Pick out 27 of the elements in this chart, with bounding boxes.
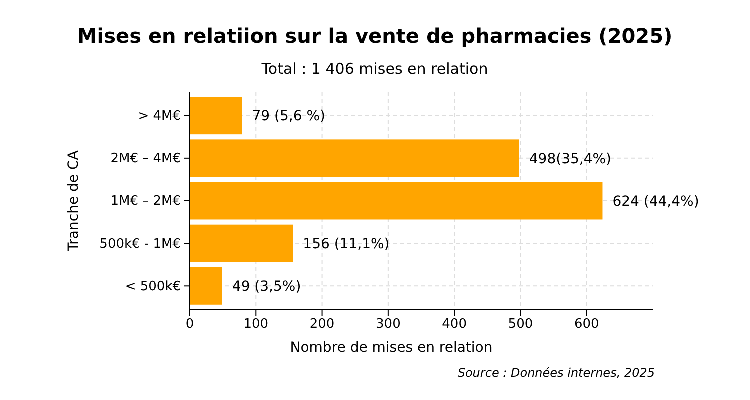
data-label: 49 (3,5%): [232, 279, 302, 296]
bar: [190, 182, 603, 220]
data-label: 498(35,4%): [529, 151, 612, 168]
y-tick-label: 1M€ – 2M€: [110, 194, 181, 210]
source-note: Source : Données internes, 2025: [458, 366, 655, 380]
data-label: 624 (44,4%): [612, 194, 700, 210]
x-tick-label: 600: [574, 317, 600, 332]
x-tick-label: 0: [186, 317, 194, 332]
x-tick-label: 300: [376, 317, 401, 332]
x-tick-label: 400: [442, 317, 467, 332]
data-label: 79 (5,6 %): [252, 108, 326, 125]
y-tick-label: 2M€ – 4M€: [110, 152, 181, 167]
chart-title: Mises en relatiion sur la vente de pharmacies (2025): [77, 24, 673, 48]
x-tick-label: 200: [310, 317, 335, 332]
x-axis-title: Nombre de mises en relation: [290, 340, 493, 356]
y-tick-label: > 4M€: [138, 109, 181, 124]
bar: [190, 224, 294, 262]
y-tick-label: < 500k€: [125, 279, 181, 294]
bar: [190, 267, 222, 305]
bar: [190, 140, 520, 178]
y-axis-title: Tranche de CA: [66, 150, 82, 252]
data-label: 156 (11,1%): [303, 236, 390, 252]
x-tick-label: 100: [244, 317, 269, 332]
chart-subtitle: Total : 1 406 mises en relation: [260, 60, 488, 78]
y-tick-label: 500k€ - 1M€: [100, 236, 181, 252]
x-tick-label: 500: [508, 317, 534, 332]
bar: [190, 97, 242, 135]
